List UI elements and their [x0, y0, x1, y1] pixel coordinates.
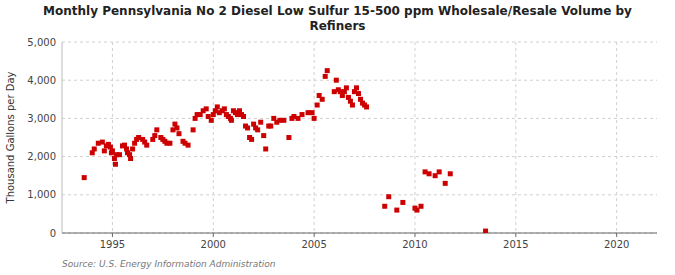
- point: [128, 156, 133, 161]
- point: [325, 68, 330, 73]
- point: [268, 124, 273, 129]
- points: [82, 68, 488, 233]
- point: [323, 74, 328, 79]
- point: [427, 171, 432, 176]
- grid-line: [62, 80, 657, 81]
- point: [130, 146, 135, 151]
- point: [344, 85, 349, 90]
- x-tick: [616, 233, 617, 237]
- point: [350, 103, 355, 108]
- y-tick-label: 2,000: [27, 151, 56, 162]
- x-tick-label: 2005: [301, 239, 326, 250]
- point: [448, 171, 453, 176]
- x-tick: [515, 233, 516, 237]
- point: [394, 208, 399, 213]
- source: Source: U.S. Energy Information Administ…: [62, 259, 276, 269]
- point: [102, 148, 107, 153]
- x-tick-label: 2010: [402, 239, 427, 250]
- point: [364, 104, 369, 109]
- point: [215, 104, 220, 109]
- x-tick-label: 2020: [604, 239, 629, 250]
- x-tick-label: 1995: [100, 239, 125, 250]
- point: [82, 175, 87, 180]
- x-tick-label: 2000: [201, 239, 226, 250]
- point: [222, 106, 227, 111]
- point: [144, 143, 149, 148]
- y-tick-label: 0: [50, 228, 56, 239]
- x-tick: [414, 233, 415, 237]
- chart: Monthly Pennsylvania No 2 Diesel Low Sul…: [0, 0, 675, 275]
- x-tick: [112, 233, 113, 237]
- point: [315, 103, 320, 108]
- y-tick-label: 3,000: [27, 113, 56, 124]
- grid-line: [62, 156, 657, 157]
- point: [437, 169, 442, 174]
- x-axis-line: [62, 233, 657, 234]
- point: [249, 137, 254, 142]
- grid-line: [62, 42, 657, 43]
- point: [255, 127, 260, 132]
- grid-line: [62, 233, 657, 234]
- point: [443, 181, 448, 186]
- point: [113, 162, 118, 167]
- point: [186, 143, 191, 148]
- title: Monthly Pennsylvania No 2 Diesel Low Sul…: [43, 4, 632, 33]
- x-tick-label: 2015: [503, 239, 528, 250]
- point: [354, 85, 359, 90]
- grid-line: [62, 194, 657, 195]
- point: [92, 146, 97, 151]
- point: [300, 112, 305, 117]
- point: [281, 118, 286, 123]
- point: [191, 127, 196, 132]
- point: [174, 125, 179, 130]
- point: [152, 133, 157, 138]
- y-tick-label: 4,000: [27, 75, 56, 86]
- point: [245, 125, 250, 130]
- point: [176, 131, 181, 136]
- point: [419, 204, 424, 209]
- x-tick: [213, 233, 214, 237]
- grid-line: [62, 118, 657, 119]
- x-tick: [314, 233, 315, 237]
- grid-line: [515, 42, 516, 233]
- point: [286, 135, 291, 140]
- point: [167, 141, 172, 146]
- grid-line: [414, 42, 415, 233]
- y-axis-label: Thousand Gallons per Day: [5, 71, 16, 204]
- point: [241, 114, 246, 119]
- y-axis-line: [62, 42, 63, 233]
- grid-line: [213, 42, 214, 233]
- point: [483, 229, 488, 233]
- point: [382, 204, 387, 209]
- point: [356, 91, 361, 96]
- point: [400, 200, 405, 205]
- point: [229, 118, 234, 123]
- grid: [62, 42, 657, 233]
- point: [263, 146, 268, 151]
- point: [310, 110, 315, 115]
- point: [117, 152, 122, 157]
- point: [320, 97, 325, 102]
- grid-line: [314, 42, 315, 233]
- point: [261, 133, 266, 138]
- point: [209, 118, 214, 123]
- grid-line: [616, 42, 617, 233]
- point: [312, 116, 317, 121]
- y-tick-label: 1,000: [27, 189, 56, 200]
- point: [154, 127, 159, 132]
- point: [258, 120, 263, 125]
- y-tick-label: 5,000: [27, 37, 56, 48]
- point: [386, 194, 391, 199]
- point: [204, 106, 209, 111]
- grid-line: [112, 42, 113, 233]
- point: [334, 78, 339, 83]
